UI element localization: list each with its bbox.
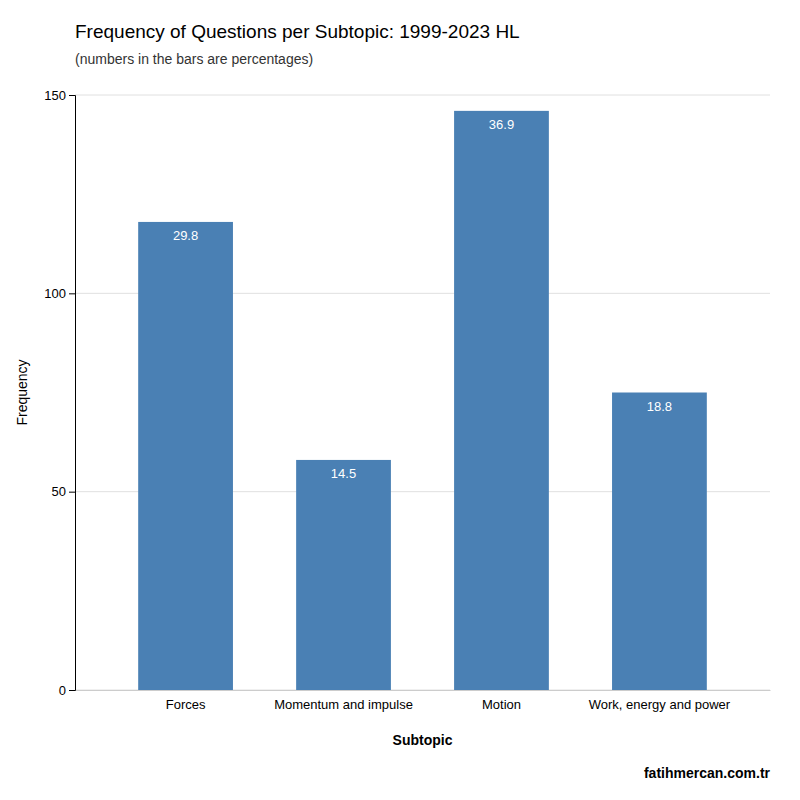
y-tick-mark xyxy=(69,690,75,691)
y-axis-line xyxy=(69,96,76,691)
y-axis: 0 50 100 150 xyxy=(44,88,75,698)
chart: 29.8 14.5 36.9 18.8 Forces Momentum and impul… xyxy=(0,0,800,800)
y-tick: 100 xyxy=(44,286,75,301)
bar xyxy=(612,393,707,691)
grid-line xyxy=(75,95,770,96)
y-tick: 50 xyxy=(52,484,75,499)
watermark: fatihmercan.com.tr xyxy=(644,765,771,781)
y-tick-label: 50 xyxy=(52,484,66,499)
x-tick: Work, energy and power xyxy=(589,690,731,712)
y-tick-label: 150 xyxy=(44,88,66,103)
x-axis: Forces Momentum and impulse Motion Work, en… xyxy=(76,690,771,712)
x-tick: Momentum and impulse xyxy=(274,690,413,712)
x-axis-title: Subtopic xyxy=(393,732,453,748)
subtitle: (numbers in the bars are percentages) xyxy=(75,51,313,67)
y-tick: 0 xyxy=(59,683,75,698)
y-tick-label: 100 xyxy=(44,286,66,301)
bar xyxy=(454,111,549,690)
x-tick-label: Forces xyxy=(166,697,206,712)
x-tick-label: Momentum and impulse xyxy=(274,697,413,712)
x-tick-label: Motion xyxy=(482,697,521,712)
x-tick: Motion xyxy=(482,690,521,712)
bar xyxy=(296,460,391,690)
y-axis-title: Frequency xyxy=(14,359,30,425)
bars xyxy=(138,111,707,690)
bar-labels: 29.8 14.5 36.9 18.8 xyxy=(173,117,672,481)
bar-label: 29.8 xyxy=(173,228,198,243)
y-tick-mark xyxy=(69,95,75,96)
bar-label: 36.9 xyxy=(489,117,514,132)
y-tick: 150 xyxy=(44,88,75,103)
bar-label: 14.5 xyxy=(331,466,356,481)
bar xyxy=(138,222,233,690)
x-tick: Forces xyxy=(166,690,206,712)
x-axis-line xyxy=(76,690,771,691)
grid xyxy=(75,95,770,690)
x-tick-label: Work, energy and power xyxy=(589,697,731,712)
bar-label: 18.8 xyxy=(647,399,672,414)
y-tick-mark xyxy=(69,293,75,294)
plot: 29.8 14.5 36.9 18.8 Forces Momentum and impul… xyxy=(44,88,770,713)
y-tick-label: 0 xyxy=(59,683,66,698)
title: Frequency of Questions per Subtopic: 199… xyxy=(75,21,520,42)
y-tick-mark xyxy=(69,492,75,493)
